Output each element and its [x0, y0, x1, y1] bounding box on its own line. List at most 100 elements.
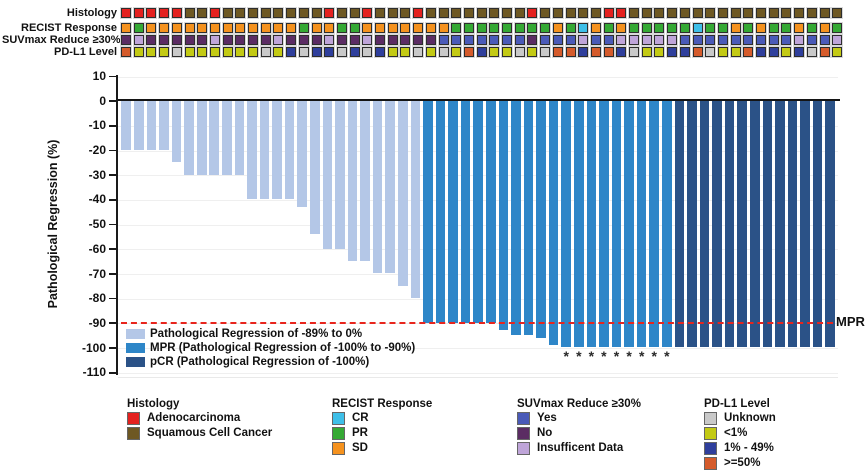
bar-legend-label-reg: Pathological Regression of -89% to 0% — [150, 328, 363, 340]
track-square-pdl1-level — [387, 47, 398, 57]
track-square-histology — [260, 8, 271, 18]
track-square-suvmax-reduce — [438, 35, 449, 45]
track-square-pdl1-level — [502, 47, 512, 57]
track-square-suvmax-reduce — [209, 35, 220, 45]
track-square-pdl1-level — [565, 47, 576, 57]
y-tick — [109, 199, 116, 201]
y-tick-label: -10 — [88, 118, 106, 133]
y-tick — [109, 125, 116, 127]
gridline — [118, 372, 838, 374]
legend-swatch — [127, 427, 140, 440]
legend-swatch — [704, 427, 717, 440]
track-square-recist-response — [590, 23, 601, 33]
track-square-pdl1-level — [603, 47, 614, 57]
track-square-pdl1-level — [222, 47, 233, 57]
bar-mpr — [460, 101, 471, 323]
track-square-pdl1-level — [324, 47, 335, 57]
bar-pcr — [800, 101, 810, 348]
asterisk-marker: * — [601, 348, 607, 364]
track-square-pdl1-level — [463, 47, 474, 57]
track-square-suvmax-reduce — [489, 35, 500, 45]
bar-reg — [159, 101, 169, 151]
bar-mpr — [561, 101, 572, 348]
y-tick — [109, 100, 116, 103]
track-square-recist-response — [209, 23, 220, 33]
track-square-recist-response — [768, 23, 779, 33]
track-square-histology — [362, 8, 373, 18]
y-tick-label: -60 — [88, 241, 106, 256]
track-square-suvmax-reduce — [171, 35, 182, 45]
bar-mpr — [473, 101, 484, 323]
gridline — [118, 76, 838, 78]
bar-reg — [247, 101, 257, 200]
track-square-suvmax-reduce — [565, 35, 576, 45]
track-square-pdl1-level — [819, 47, 830, 57]
legend-item-label: CR — [352, 412, 369, 424]
track-square-recist-response — [476, 23, 487, 33]
track-square-histology — [133, 8, 144, 18]
bar-mpr — [423, 101, 433, 323]
track-square-recist-response — [133, 23, 144, 33]
track-square-recist-response — [629, 23, 639, 33]
track-square-suvmax-reduce — [806, 35, 817, 45]
track-square-recist-response — [667, 23, 678, 33]
track-square-suvmax-reduce — [260, 35, 271, 45]
track-square-suvmax-reduce — [641, 35, 652, 45]
bar-legend-label-pcr: pCR (Pathological Regression of -100%) — [150, 356, 370, 368]
track-square-suvmax-reduce — [311, 35, 322, 45]
track-square-suvmax-reduce — [590, 35, 601, 45]
y-tick-label: -100 — [81, 340, 106, 355]
track-square-recist-response — [171, 23, 182, 33]
track-square-recist-response — [717, 23, 728, 33]
track-square-pdl1-level — [298, 47, 309, 57]
legend-swatch — [332, 442, 345, 455]
track-square-pdl1-level — [806, 47, 817, 57]
asterisk-marker: * — [563, 348, 569, 364]
track-square-pdl1-level — [629, 47, 639, 57]
track-square-suvmax-reduce — [768, 35, 779, 45]
track-square-pdl1-level — [159, 47, 170, 57]
y-tick-label: -30 — [88, 167, 106, 182]
track-square-recist-response — [248, 23, 258, 33]
track-square-histology — [248, 8, 258, 18]
legend-item-label: 1% - 49% — [724, 442, 774, 454]
track-square-pdl1-level — [578, 47, 589, 57]
y-tick — [109, 297, 116, 300]
track-square-pdl1-level — [438, 47, 449, 57]
track-square-suvmax-reduce — [235, 35, 246, 45]
track-square-histology — [222, 8, 233, 18]
bar-pcr — [724, 101, 735, 348]
track-square-suvmax-reduce — [819, 35, 830, 45]
track-square-histology — [717, 8, 728, 18]
bar-mpr — [548, 101, 559, 345]
y-tick-label: -50 — [88, 217, 106, 232]
track-square-recist-response — [273, 23, 284, 33]
track-square-pdl1-level — [489, 47, 500, 57]
track-square-histology — [590, 8, 601, 18]
bar-reg — [347, 101, 358, 262]
track-square-histology — [387, 8, 398, 18]
bar-reg — [259, 101, 270, 200]
track-square-pdl1-level — [400, 47, 411, 57]
legend-swatch — [332, 427, 345, 440]
track-square-histology — [489, 8, 500, 18]
legend-item-label: >=50% — [724, 457, 761, 469]
asterisk-marker: * — [613, 348, 620, 364]
track-square-pdl1-level — [667, 47, 678, 57]
track-square-suvmax-reduce — [794, 35, 805, 45]
bar-reg — [272, 101, 282, 200]
bar-reg — [310, 101, 320, 234]
track-square-pdl1-level — [832, 47, 843, 57]
y-tick — [109, 149, 116, 152]
legend-item-label: Yes — [537, 412, 557, 424]
track-square-suvmax-reduce — [336, 35, 347, 45]
track-square-histology — [286, 8, 297, 18]
y-tick — [109, 322, 116, 325]
y-tick — [109, 347, 116, 349]
track-square-pdl1-level — [527, 47, 538, 57]
bar-reg — [146, 101, 157, 151]
plot-bottom-edge — [118, 377, 838, 378]
track-square-suvmax-reduce — [286, 35, 297, 45]
legend-group-title: RECIST Response — [332, 398, 433, 410]
bar-mpr — [624, 101, 634, 348]
